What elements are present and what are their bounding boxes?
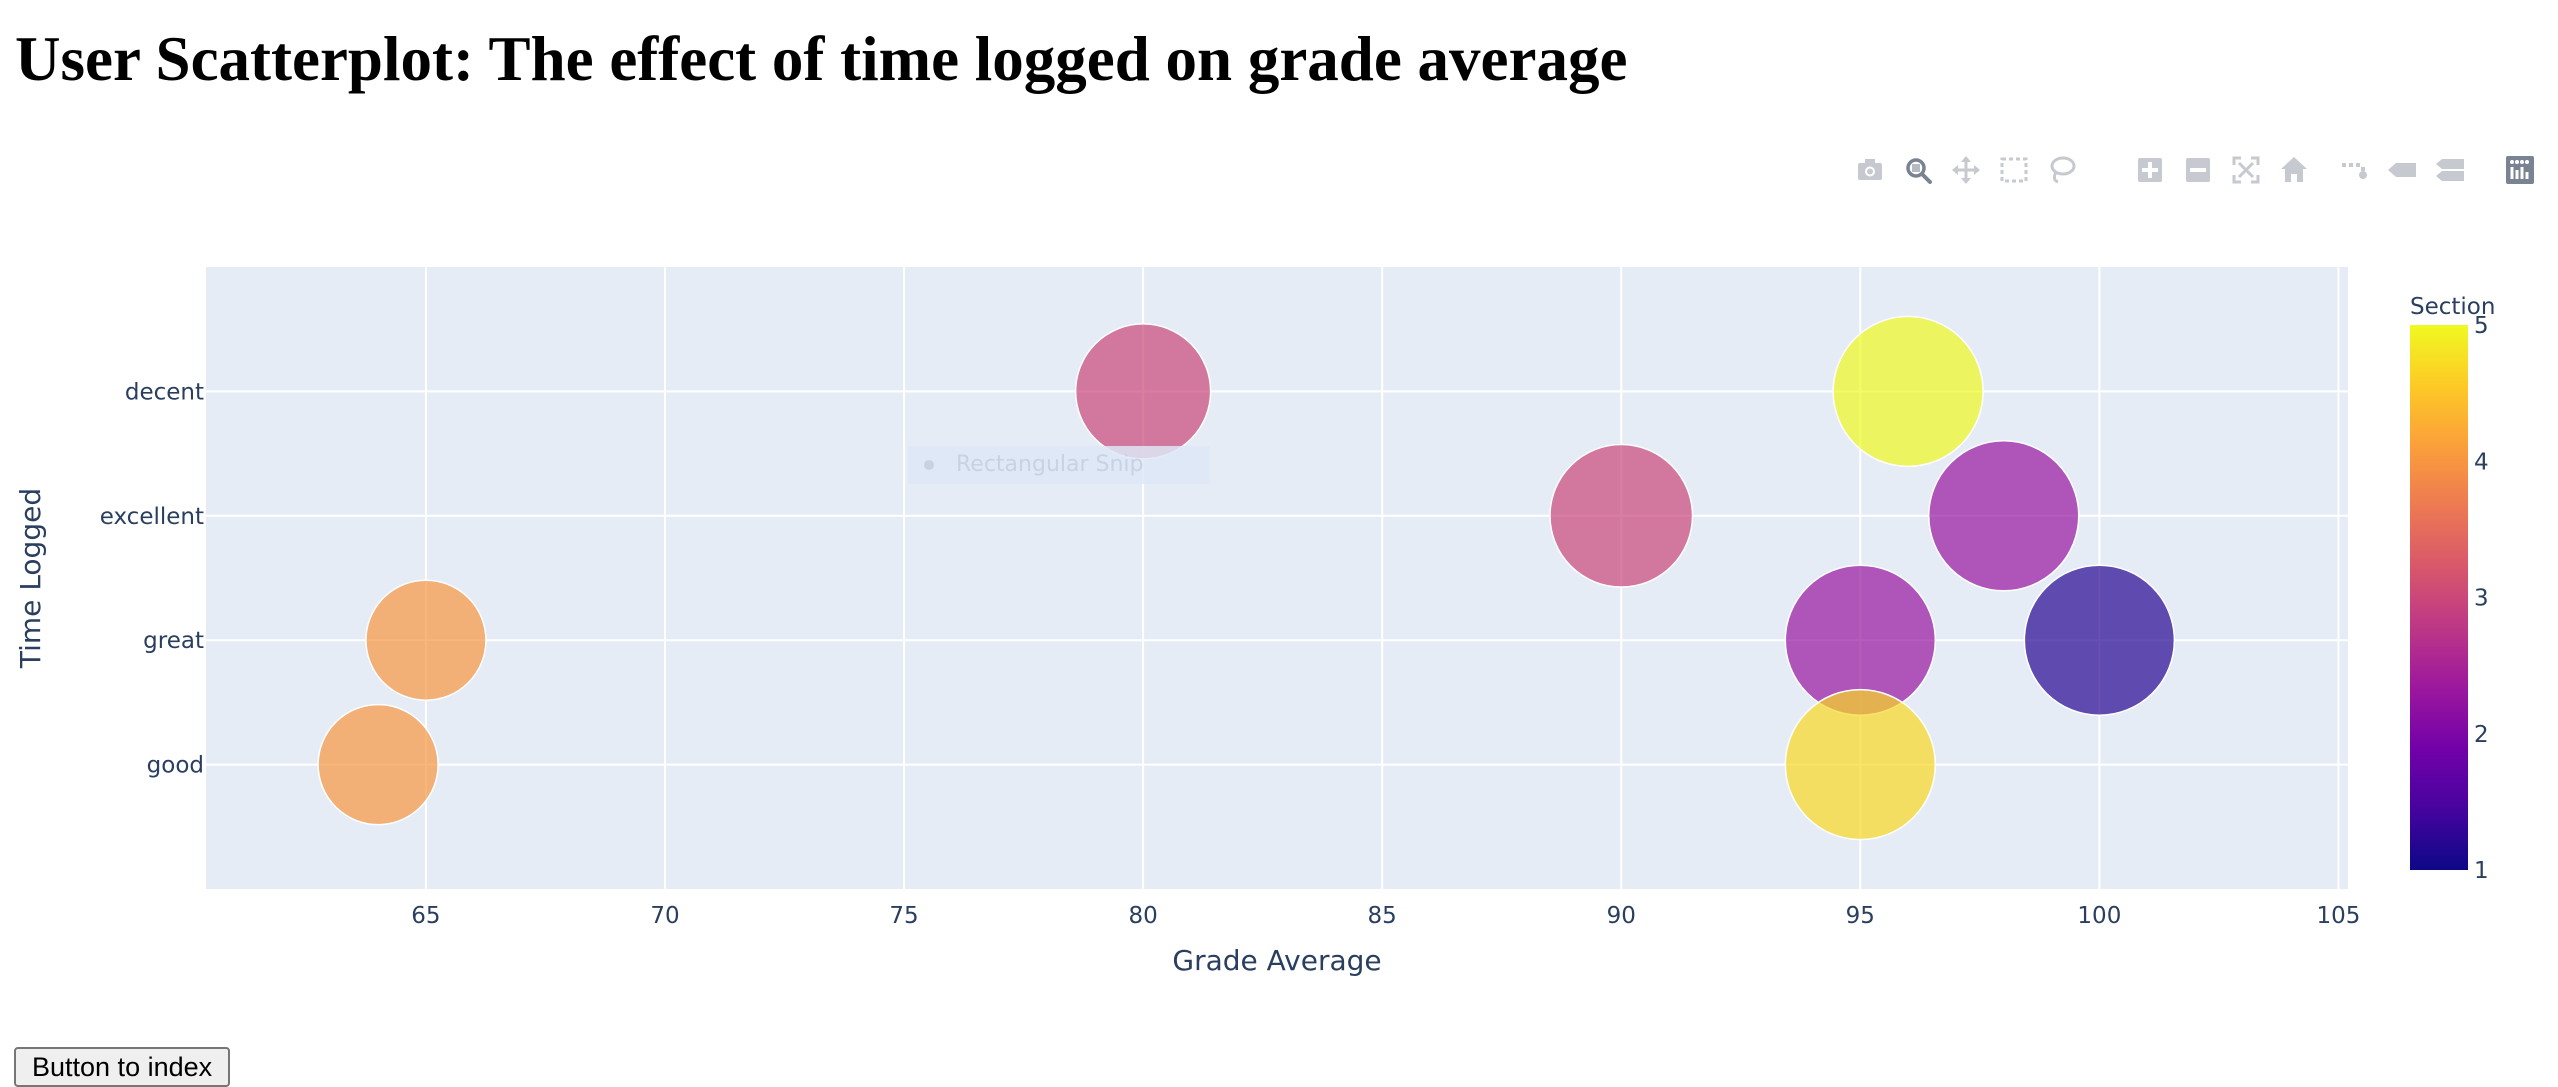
colorbar-tick-label: 3	[2474, 586, 2489, 612]
colorbar-tick-label: 5	[2474, 313, 2489, 339]
box-select-icon[interactable]	[1994, 150, 2034, 190]
chart-modebar	[1850, 150, 2550, 190]
scatter-points	[317, 315, 2176, 841]
x-tick-label: 90	[1607, 903, 1636, 929]
camera-icon[interactable]	[1850, 150, 1890, 190]
scatter-point[interactable]	[317, 703, 439, 826]
x-tick-label: 100	[2077, 903, 2121, 929]
plotly-logo-icon[interactable]	[2500, 150, 2540, 190]
zoom-out-icon[interactable]	[2178, 150, 2218, 190]
rectangular-snip-tooltip: Rectangular Snip	[908, 446, 1210, 484]
scatter-point[interactable]	[365, 579, 487, 701]
lasso-select-icon[interactable]	[2042, 150, 2082, 190]
y-tick-label: great	[143, 628, 204, 654]
x-tick-label: 65	[411, 903, 440, 929]
zoom-in-icon[interactable]	[2130, 150, 2170, 190]
scatter-chart: 65 70 75 80 85 90 95 100 105 good great excellent de…	[0, 240, 2558, 1020]
snip-dot-icon	[924, 460, 934, 470]
x-tick-label: 95	[1846, 903, 1875, 929]
x-axis-title: Grade Average	[1172, 944, 1381, 977]
colorbar-tick-label: 1	[2474, 858, 2489, 884]
x-tick-label: 70	[650, 903, 679, 929]
scatter-point[interactable]	[1784, 688, 1937, 841]
scatter-point[interactable]	[1074, 323, 1212, 460]
spike-lines-icon[interactable]	[2334, 150, 2374, 190]
y-tick-label: decent	[125, 379, 204, 405]
colorbar-tick-label: 4	[2474, 449, 2489, 475]
snip-label: Rectangular Snip	[956, 452, 1144, 477]
colorbar-tick-label: 2	[2474, 722, 2489, 748]
autoscale-icon[interactable]	[2226, 150, 2266, 190]
hover-compare-icon[interactable]	[2430, 150, 2470, 190]
scatter-point[interactable]	[2023, 564, 2176, 716]
scatter-point[interactable]	[1832, 315, 1984, 468]
x-tick-label: 75	[889, 903, 918, 929]
colorbar-title: Section	[2410, 294, 2495, 320]
button-to-index[interactable]: Button to index	[14, 1047, 231, 1087]
scatter-point[interactable]	[1928, 440, 2080, 592]
y-axis-title: Time Logged	[14, 488, 47, 669]
reset-axes-icon[interactable]	[2274, 150, 2314, 190]
x-tick-label: 80	[1128, 903, 1157, 929]
x-tick-label: 105	[2316, 903, 2360, 929]
x-tick-label: 85	[1368, 903, 1397, 929]
scatter-point[interactable]	[1549, 443, 1694, 588]
y-tick-label: excellent	[100, 504, 204, 530]
zoom-icon[interactable]	[1898, 150, 1938, 190]
pan-icon[interactable]	[1946, 150, 1986, 190]
colorbar	[2410, 325, 2468, 870]
hover-closest-icon[interactable]	[2382, 150, 2422, 190]
page-title: User Scatterplot: The effect of time log…	[15, 24, 1628, 94]
y-tick-label: good	[147, 753, 204, 779]
